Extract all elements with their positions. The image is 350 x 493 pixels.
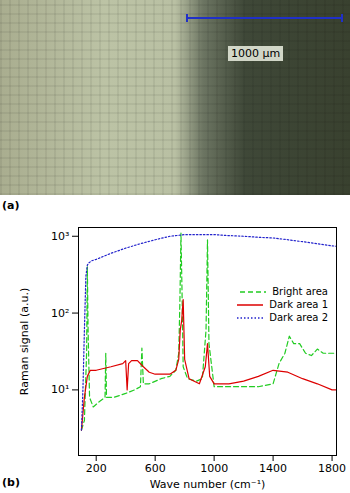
html-text:(b): (b) (2, 476, 20, 489)
html-text:1000 µm: 1000 µm (231, 47, 281, 60)
svg-text:1400: 1400 (259, 462, 287, 475)
html-text:Dark area 2: Dark area 2 (269, 312, 328, 323)
svg-text:600: 600 (145, 462, 166, 475)
html-text:Bright area: Bright area (272, 286, 328, 297)
svg-text:1800: 1800 (318, 462, 346, 475)
svg-text:200: 200 (86, 462, 107, 475)
svg-text:Raman signal (a.u.): Raman signal (a.u.) (18, 288, 31, 395)
svg-text:10²: 10² (51, 307, 69, 320)
svg-text:10¹: 10¹ (51, 383, 69, 396)
svg-text:10³: 10³ (51, 230, 69, 243)
html-text:Dark area 1: Dark area 1 (269, 299, 328, 310)
svg-text:1000: 1000 (200, 462, 228, 475)
html-text:(a): (a) (2, 199, 20, 212)
svg-text:Wave number (cm⁻¹): Wave number (cm⁻¹) (150, 478, 266, 491)
